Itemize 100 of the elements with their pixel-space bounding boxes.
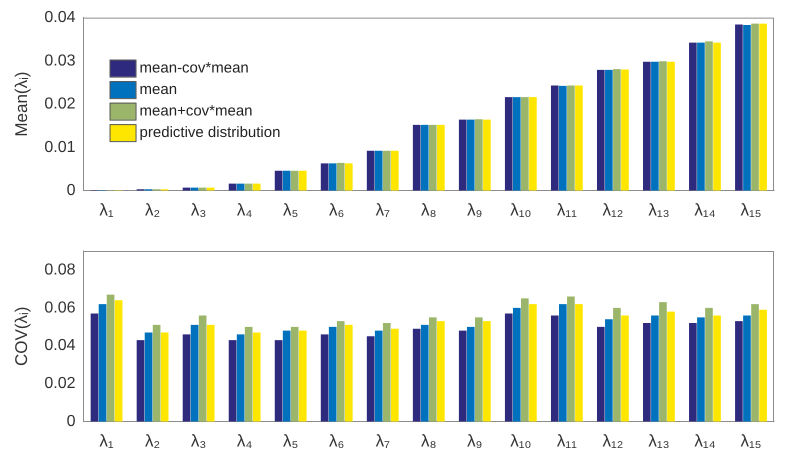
bar — [643, 323, 651, 422]
bar — [382, 150, 391, 191]
x-tick-label: λ₄ — [236, 431, 252, 450]
bar — [420, 124, 429, 191]
bar — [236, 334, 244, 422]
x-tick-label: λ₈ — [420, 431, 437, 450]
bar — [659, 302, 667, 422]
legend-label: mean+cov*mean — [140, 102, 253, 120]
bar — [621, 315, 629, 422]
bar — [274, 170, 282, 191]
x-tick-label: λ₁₁ — [556, 200, 578, 220]
bar — [521, 298, 529, 422]
x-tick-label: λ₁₄ — [694, 431, 716, 450]
x-tick-label: λ₉ — [467, 431, 482, 450]
bar — [559, 304, 567, 422]
bar — [252, 184, 261, 191]
bar — [605, 319, 613, 422]
bar — [751, 304, 759, 422]
bar — [667, 312, 675, 422]
y-tick-label: 0 — [66, 413, 76, 430]
bar — [567, 86, 575, 191]
bar — [466, 326, 475, 422]
bar — [605, 70, 613, 191]
x-tick-label: λ₉ — [467, 200, 482, 220]
legend-label: predictive distribution — [140, 124, 280, 142]
bar — [198, 188, 206, 191]
x-tick-label: λ₁₂ — [602, 200, 624, 220]
bar — [529, 97, 537, 191]
bar — [504, 97, 513, 191]
bar — [282, 170, 290, 191]
bar — [575, 304, 583, 422]
bar — [114, 300, 122, 422]
bar — [705, 308, 713, 422]
bar — [282, 330, 290, 422]
x-tick-label: λ₂ — [145, 200, 160, 220]
bar — [529, 304, 537, 422]
bar — [659, 61, 667, 191]
bar — [374, 330, 383, 422]
bar — [689, 42, 697, 191]
y-tick-label: 0 — [66, 182, 76, 200]
x-tick-label: λ₆ — [329, 431, 344, 450]
bar — [90, 314, 98, 422]
x-tick-label: λ₁₄ — [694, 200, 716, 220]
bar — [106, 294, 114, 422]
bar — [198, 315, 206, 422]
bar — [735, 24, 743, 191]
y-tick-label: 0.02 — [44, 375, 76, 392]
bar — [252, 332, 261, 422]
bar — [643, 62, 651, 191]
bar — [244, 326, 252, 422]
bar — [697, 42, 705, 191]
bar — [521, 97, 529, 191]
x-tick-label: λ₁₁ — [556, 431, 578, 450]
bar — [575, 86, 583, 191]
bar — [613, 69, 621, 191]
bar — [512, 97, 521, 191]
bar — [735, 321, 743, 422]
bar — [328, 163, 337, 191]
bar — [374, 150, 383, 191]
x-tick-label: λ₃ — [190, 431, 206, 450]
bar — [550, 86, 559, 191]
bar — [152, 324, 160, 422]
bar — [483, 321, 491, 422]
legend-label: mean-cov*mean — [140, 60, 249, 77]
x-tick-label: λ₆ — [329, 200, 344, 220]
bar — [651, 315, 659, 422]
x-tick-label: λ₂ — [145, 431, 160, 450]
bar — [290, 170, 299, 191]
bar — [228, 184, 236, 191]
bar — [190, 324, 198, 422]
bar — [328, 326, 337, 422]
bar — [428, 317, 437, 422]
x-tick-label: λ₁₅ — [740, 431, 762, 450]
bar — [420, 324, 429, 422]
bar — [567, 296, 575, 422]
y-tick-label: 0.04 — [44, 9, 76, 26]
bar — [298, 330, 307, 422]
bar — [651, 62, 659, 191]
bar — [667, 62, 675, 191]
bar — [144, 332, 152, 422]
bar — [483, 120, 491, 191]
bar — [236, 184, 244, 191]
x-tick-label: λ₁ — [99, 431, 114, 450]
x-tick-label: λ₅ — [283, 200, 298, 220]
x-tick-label: λ₁₂ — [602, 431, 624, 450]
y-tick-label: 0.02 — [44, 96, 76, 113]
bar — [412, 124, 421, 191]
bar — [366, 336, 374, 422]
bar — [475, 119, 483, 191]
bar — [366, 150, 374, 191]
bar — [437, 321, 445, 422]
bar — [458, 120, 467, 191]
bar — [190, 188, 198, 191]
bar — [437, 124, 445, 191]
bar — [320, 163, 328, 191]
bar — [206, 188, 215, 191]
bar — [98, 304, 106, 422]
y-tick-label: 0.03 — [44, 52, 76, 70]
y-axis-title: Mean(λᵢ) — [12, 72, 31, 137]
y-tick-label: 0.04 — [44, 337, 76, 354]
